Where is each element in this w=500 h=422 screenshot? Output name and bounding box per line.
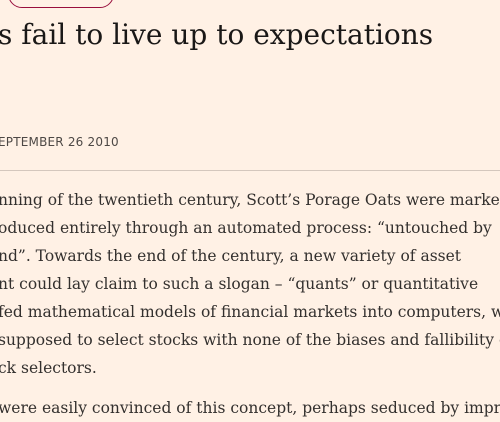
paragraph-line: nning of the twentieth century, Scott’s … <box>0 191 500 209</box>
paragraph-line: oduced entirely through an automated pro… <box>0 219 492 237</box>
article-headline: s fail to live up to expectations <box>0 18 434 51</box>
topic-tag-button[interactable] <box>8 0 114 8</box>
paragraph-line: nt could lay claim to such a slogan – “q… <box>0 275 479 293</box>
article-paragraph: were easily convinced of this concept, p… <box>0 394 500 422</box>
paragraph-line: were easily convinced of this concept, p… <box>0 399 500 417</box>
paragraph-line: fed mathematical models of financial mar… <box>0 303 500 321</box>
paragraph-line: supposed to select stocks with none of t… <box>0 331 500 349</box>
paragraph-line: nd”. Towards the end of the century, a n… <box>0 247 462 265</box>
article-paragraph: nning of the twentieth century, Scott’s … <box>0 186 500 382</box>
article-date: EPTEMBER 26 2010 <box>0 135 119 149</box>
divider <box>0 170 500 171</box>
article-body: nning of the twentieth century, Scott’s … <box>0 186 500 422</box>
paragraph-line: ck selectors. <box>0 359 97 377</box>
